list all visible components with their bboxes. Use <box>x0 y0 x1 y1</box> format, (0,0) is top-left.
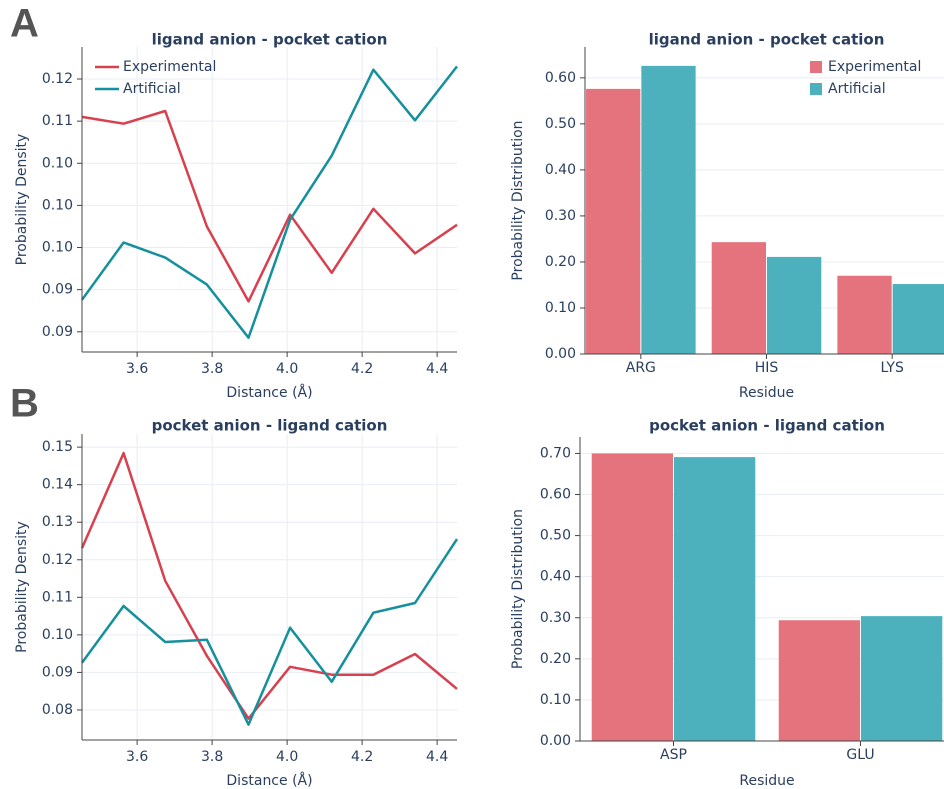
x-tick-label: HIS <box>755 360 779 376</box>
y-tick-label: 0.09 <box>42 664 73 680</box>
y-tick-label: 0.10 <box>42 155 73 171</box>
x-axis-label: Distance (Å) <box>226 772 312 789</box>
y-tick-label: 0.15 <box>42 439 73 455</box>
y-tick-label: 0.10 <box>545 300 576 316</box>
y-tick-label: 0.20 <box>540 651 571 667</box>
x-tick-label: 4.4 <box>426 361 448 377</box>
line-series <box>81 109 458 303</box>
legend-label: Experimental <box>828 59 921 75</box>
y-tick-label: 0.11 <box>42 589 73 605</box>
x-tick-label: 4.0 <box>276 361 298 377</box>
x-tick-label: ARG <box>626 360 656 376</box>
bar <box>641 65 696 354</box>
legend-label: Artificial <box>123 81 181 97</box>
y-tick-label: 0.60 <box>540 487 571 503</box>
chart-title: ligand anion - pocket cation <box>152 31 388 49</box>
bar <box>767 256 822 354</box>
y-axis-label: Probability Distribution <box>510 509 526 669</box>
y-tick-label: 0.10 <box>540 692 571 708</box>
y-tick-label: 0.12 <box>42 71 73 87</box>
legend-swatch <box>810 61 822 73</box>
y-tick-label: 0.10 <box>42 197 73 213</box>
y-tick-label: 0.30 <box>540 610 571 626</box>
x-axis-label: Residue <box>739 773 794 789</box>
line-series <box>80 451 458 720</box>
x-tick-label: GLU <box>846 747 874 763</box>
y-tick-label: 0.11 <box>42 113 73 129</box>
y-tick-label: 0.50 <box>540 528 571 544</box>
panel-label: B <box>10 382 39 426</box>
bar <box>837 275 892 354</box>
y-tick-label: 0.60 <box>545 70 576 86</box>
bar <box>892 284 944 354</box>
bar <box>591 453 673 741</box>
y-tick-label: 0.00 <box>540 733 571 749</box>
x-axis-label: Residue <box>739 385 794 401</box>
x-tick-label: LYS <box>880 360 903 376</box>
bar <box>711 242 766 354</box>
line-series <box>80 538 459 726</box>
y-tick-label: 0.13 <box>42 514 73 530</box>
x-tick-label: 3.6 <box>126 749 148 765</box>
panel-label: A <box>10 2 39 46</box>
y-tick-label: 0.40 <box>545 162 576 178</box>
x-tick-label: 3.6 <box>126 361 148 377</box>
bar <box>778 620 860 741</box>
y-tick-label: 0.20 <box>545 254 576 270</box>
legend-label: Experimental <box>123 59 216 75</box>
line-series <box>80 65 458 339</box>
y-tick-label: 0.09 <box>42 324 73 340</box>
y-tick-label: 0.09 <box>42 282 73 298</box>
y-tick-label: 0.08 <box>42 702 73 718</box>
legend-swatch <box>810 83 822 95</box>
x-tick-label: 3.8 <box>201 749 223 765</box>
x-tick-label: 4.2 <box>351 749 373 765</box>
y-tick-label: 0.12 <box>42 552 73 568</box>
y-tick-label: 0.10 <box>42 240 73 256</box>
legend-label: Artificial <box>828 81 886 97</box>
y-axis-label: Probability Distribution <box>510 120 526 280</box>
y-tick-label: 0.00 <box>545 346 576 362</box>
y-axis-label: Probability Density <box>14 134 30 266</box>
bar <box>674 457 756 741</box>
y-tick-label: 0.40 <box>540 569 571 585</box>
x-tick-label: 4.4 <box>426 749 448 765</box>
x-tick-label: 4.2 <box>351 361 373 377</box>
x-tick-label: 3.8 <box>201 361 223 377</box>
chart-title: ligand anion - pocket cation <box>649 31 885 49</box>
bar <box>586 88 641 355</box>
y-axis-label: Probability Density <box>14 521 30 653</box>
y-tick-label: 0.50 <box>545 116 576 132</box>
y-tick-label: 0.14 <box>42 477 73 493</box>
x-tick-label: 4.0 <box>276 749 298 765</box>
y-tick-label: 0.10 <box>42 627 73 643</box>
x-tick-label: ASP <box>660 747 687 763</box>
chart-title: pocket anion - ligand cation <box>649 417 885 435</box>
x-axis-label: Distance (Å) <box>226 384 312 401</box>
bar <box>861 616 943 741</box>
y-tick-label: 0.70 <box>540 445 571 461</box>
chart-title: pocket anion - ligand cation <box>152 417 388 435</box>
y-tick-label: 0.30 <box>545 208 576 224</box>
